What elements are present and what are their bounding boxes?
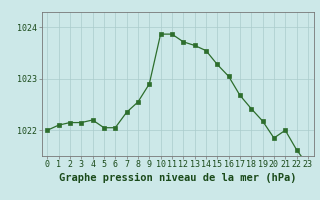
X-axis label: Graphe pression niveau de la mer (hPa): Graphe pression niveau de la mer (hPa) <box>59 173 296 183</box>
